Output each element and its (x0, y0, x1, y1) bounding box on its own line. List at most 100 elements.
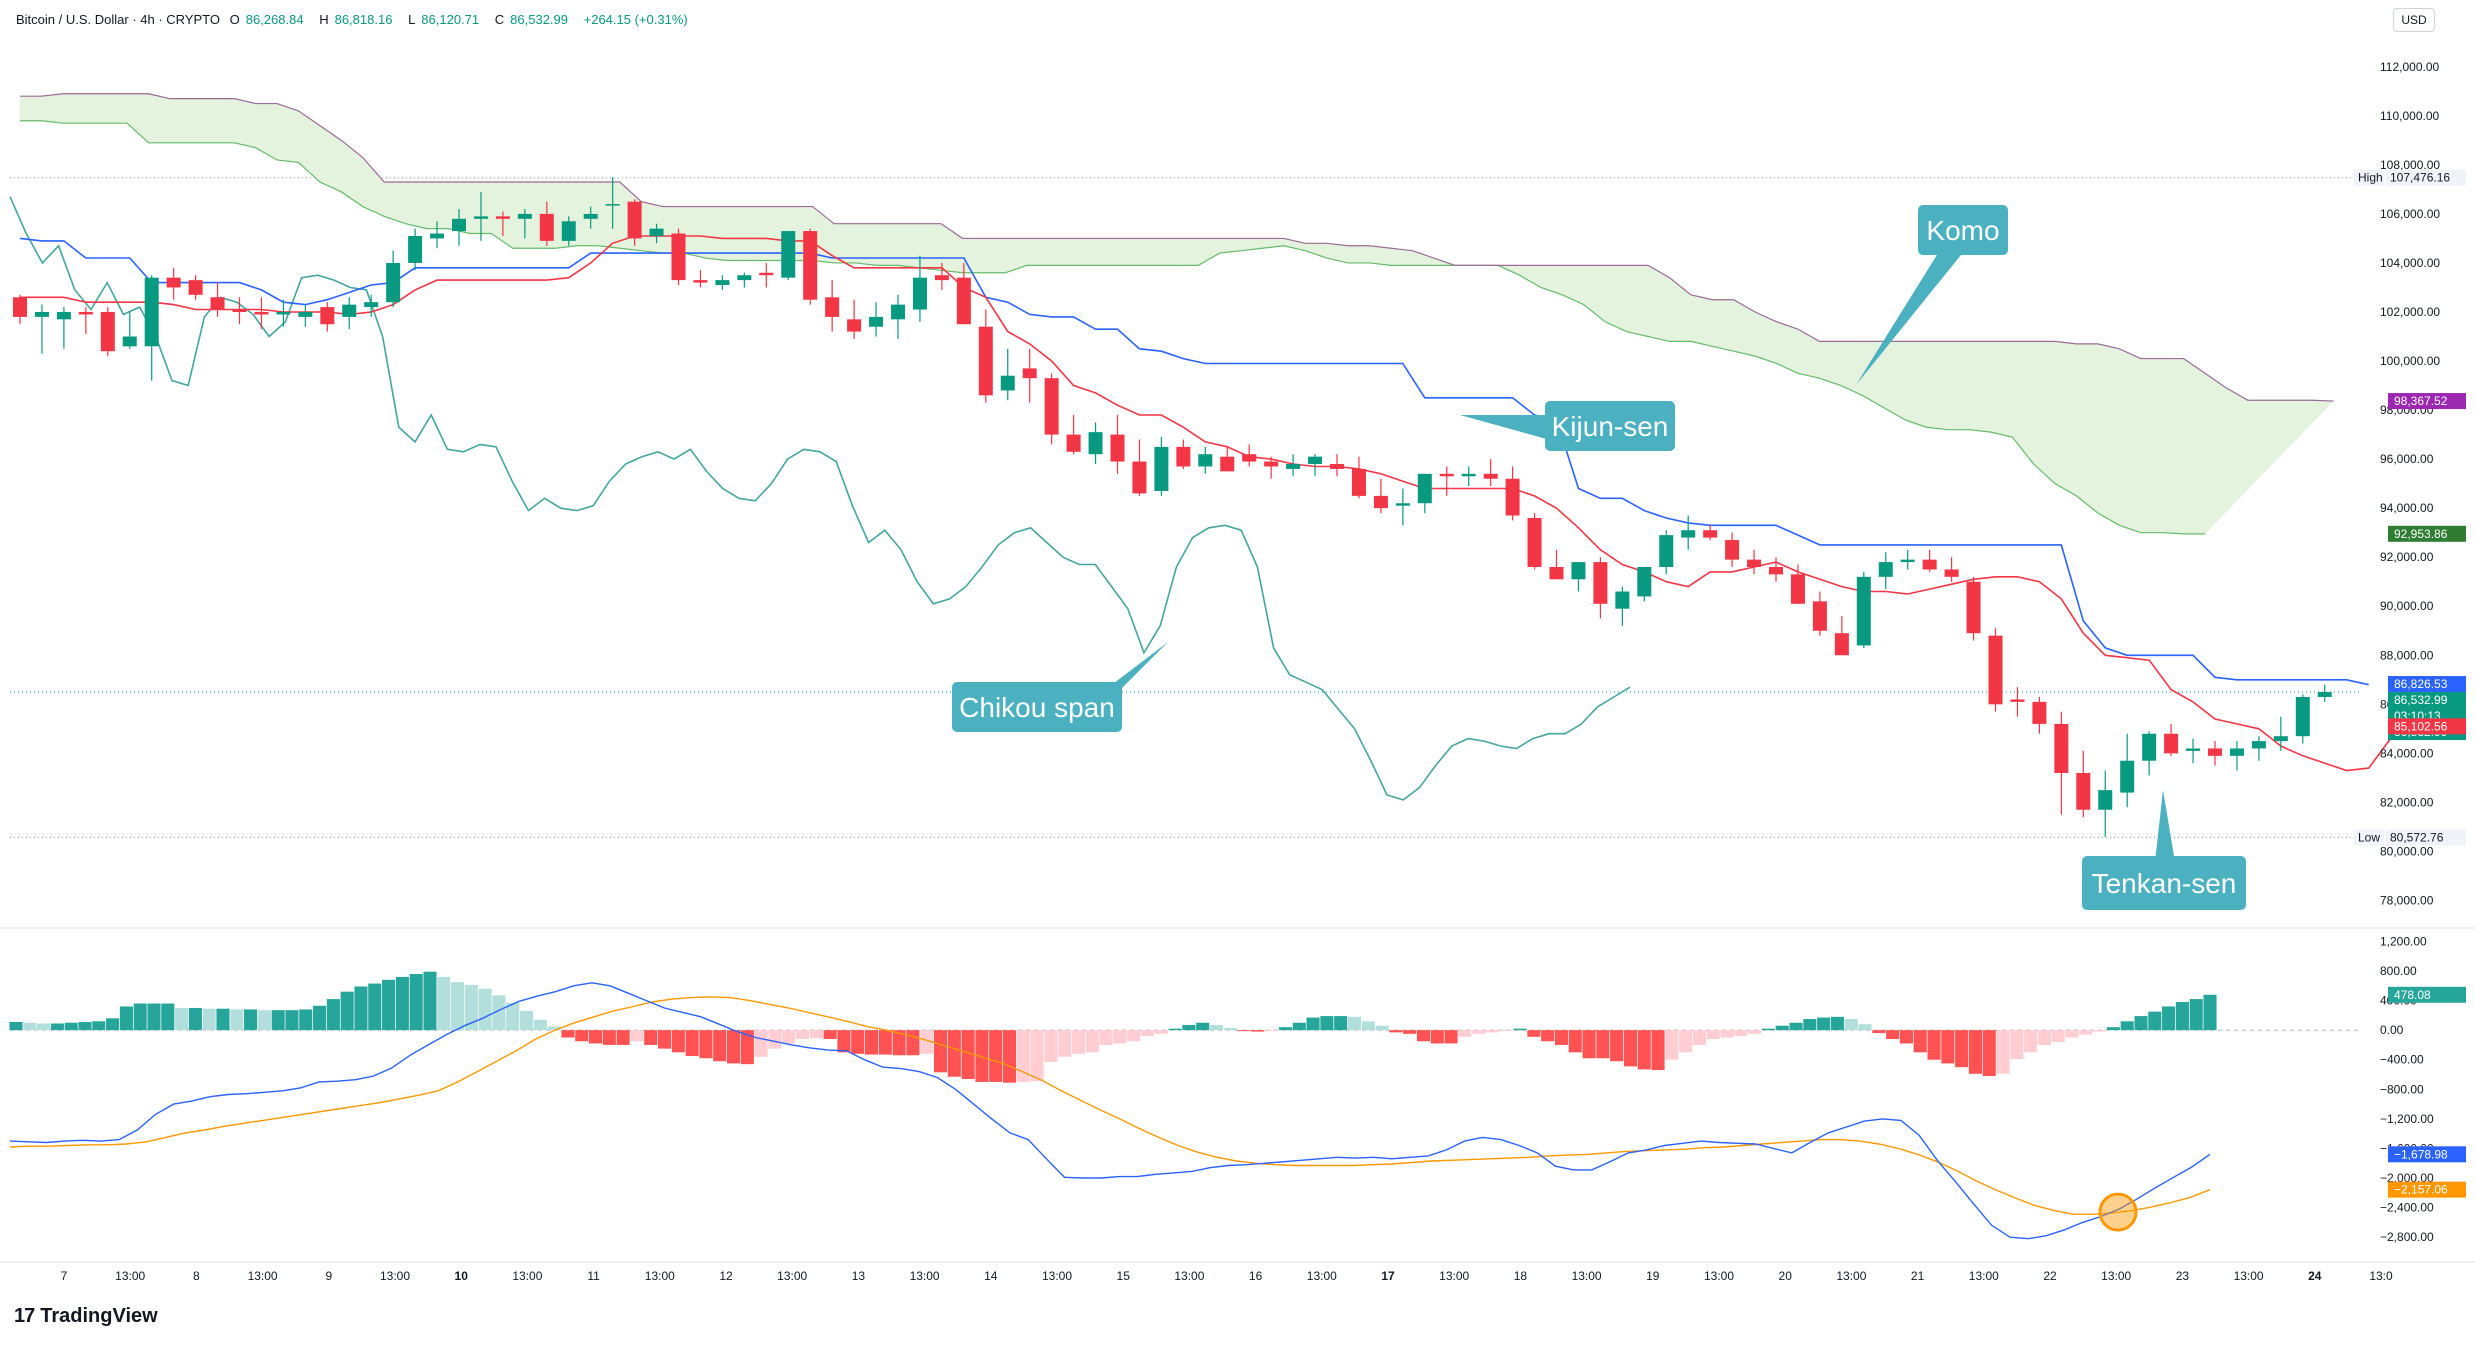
macd-histogram-bar (1927, 1030, 1941, 1060)
macd-histogram-bar (326, 999, 340, 1031)
candle-body (934, 275, 949, 281)
time-tick-label: 21 (1911, 1269, 1925, 1283)
candle-body (1527, 517, 1542, 567)
kijun-callout-text: Kijun-sen (1552, 411, 1669, 442)
macd-histogram-bar (933, 1030, 948, 1073)
candle-body (715, 280, 730, 286)
macd-histogram-bar (892, 1030, 906, 1056)
candle (188, 275, 203, 300)
macd-histogram-bar (1803, 1019, 1817, 1031)
candle (869, 302, 884, 337)
candle-body (1812, 601, 1827, 631)
candle (781, 231, 796, 281)
time-tick-label: 13:00 (512, 1269, 542, 1283)
macd-histogram-bar (782, 1030, 796, 1044)
macd-histogram-bar (961, 1030, 975, 1079)
macd-histogram-bar (1554, 1030, 1569, 1045)
macd-histogram-bar (1596, 1030, 1610, 1059)
macd-histogram-bar (713, 1030, 727, 1062)
candle-body (1637, 567, 1652, 597)
candle-body (1834, 633, 1849, 656)
macd-histogram-bar (1223, 1027, 1237, 1031)
candle-body (1944, 569, 1959, 577)
macd-histogram-bar (1127, 1030, 1141, 1042)
candle (452, 209, 466, 246)
candle-body (452, 218, 466, 232)
macd-tick-label: −1,200.00 (2380, 1112, 2434, 1126)
macd-histogram-bar (1237, 1030, 1251, 1032)
candle (2164, 723, 2179, 756)
candle-body (671, 233, 686, 281)
macd-histogram-bar (285, 1010, 299, 1031)
macd-histogram-bar (1527, 1030, 1541, 1037)
candle-body (803, 231, 818, 300)
candle-body (100, 311, 115, 352)
macd-histogram-bar (1334, 1016, 1348, 1031)
candlesticks (13, 177, 2332, 837)
candle (34, 304, 49, 354)
candle-body (1549, 567, 1564, 580)
candle-body (1461, 473, 1476, 477)
cloud-fill (20, 93, 2334, 534)
macd-tick-label: −400.00 (2380, 1053, 2424, 1067)
kijun-callout-box (1545, 401, 1675, 451)
candle (320, 302, 335, 332)
macd-histogram-bar (1472, 1030, 1486, 1034)
time-tick-label: 13:00 (1704, 1269, 1734, 1283)
price-tick-label: 84,000.00 (2380, 746, 2434, 760)
macd-histogram-bar (1361, 1021, 1375, 1031)
candle-body (1417, 473, 1432, 504)
macd-histogram-bar (1692, 1030, 1706, 1045)
price-tick-label: 102,000.00 (2380, 305, 2440, 319)
candle-body (781, 231, 796, 278)
candle (430, 221, 445, 249)
macd-tick-label: −2,400.00 (2380, 1201, 2434, 1215)
candle-body (495, 216, 510, 219)
candle-body (2120, 760, 2135, 793)
macd-histogram-bar (768, 1030, 782, 1049)
high-tag: High 107,476.16 (2354, 169, 2466, 186)
candle (1483, 459, 1498, 487)
candle-body (693, 280, 708, 283)
macd-histogram-bar (1748, 1030, 1762, 1034)
open-label: O (229, 12, 240, 27)
high-tag-label: High (2358, 171, 2383, 185)
macd-histogram-bar (1430, 1030, 1444, 1044)
candle-body (210, 297, 225, 310)
candle-body (912, 277, 927, 310)
candle (1681, 515, 1696, 550)
grid-layer (0, 177, 2475, 1263)
macd-histogram-bar (368, 983, 382, 1031)
macd-histogram-bar (1789, 1022, 1803, 1031)
time-tick-label: 13:00 (1969, 1269, 1999, 1283)
candle (1044, 373, 1059, 445)
komo-callout-pointer (1856, 250, 1965, 385)
macd-histogram-bar (644, 1030, 658, 1045)
candle (1505, 466, 1520, 521)
macd-histogram-bar (1306, 1017, 1320, 1031)
currency-selector[interactable]: USD (2393, 8, 2435, 32)
symbol-title[interactable]: Bitcoin / U.S. Dollar · 4h · CRYPTO (16, 12, 220, 27)
candle-body (1132, 461, 1147, 494)
macd-histogram-bar (437, 976, 451, 1031)
price-tick-label: 112,000.00 (2380, 60, 2439, 74)
candle (1593, 557, 1608, 619)
time-tick-label: 13:00 (1307, 1269, 1337, 1283)
candle-body (2032, 701, 2047, 724)
macd-histogram-bar (547, 1026, 561, 1031)
tenkan-callout-text: Tenkan-sen (2092, 868, 2237, 899)
time-tick-label: 13:00 (1836, 1269, 1866, 1283)
candle-body (2010, 699, 2025, 702)
candle (956, 262, 971, 325)
candle-body (34, 311, 49, 317)
macd-histogram-bar (2051, 1030, 2065, 1042)
macd-tick-label: 1,200.00 (2380, 934, 2427, 948)
tenkan-callout-box (2082, 856, 2246, 910)
candle-body (605, 204, 620, 206)
tradingview-logo[interactable]: 17 TradingView (14, 1305, 158, 1328)
price-tag-bg (2388, 676, 2466, 693)
time-tick-label: 23 (2176, 1269, 2190, 1283)
price-tag: 92,953.86 (2394, 527, 2448, 541)
